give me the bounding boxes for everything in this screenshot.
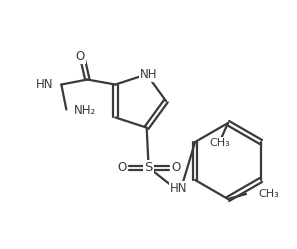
Text: CH₃: CH₃ (258, 189, 279, 199)
Text: O: O (171, 161, 180, 174)
Text: HN: HN (170, 182, 187, 195)
Text: O: O (117, 161, 126, 174)
Text: CH₃: CH₃ (210, 138, 230, 148)
Text: O: O (76, 50, 85, 62)
Text: S: S (144, 161, 153, 174)
Text: HN: HN (36, 78, 53, 91)
Text: NH₂: NH₂ (74, 104, 97, 117)
Text: NH: NH (140, 68, 157, 81)
